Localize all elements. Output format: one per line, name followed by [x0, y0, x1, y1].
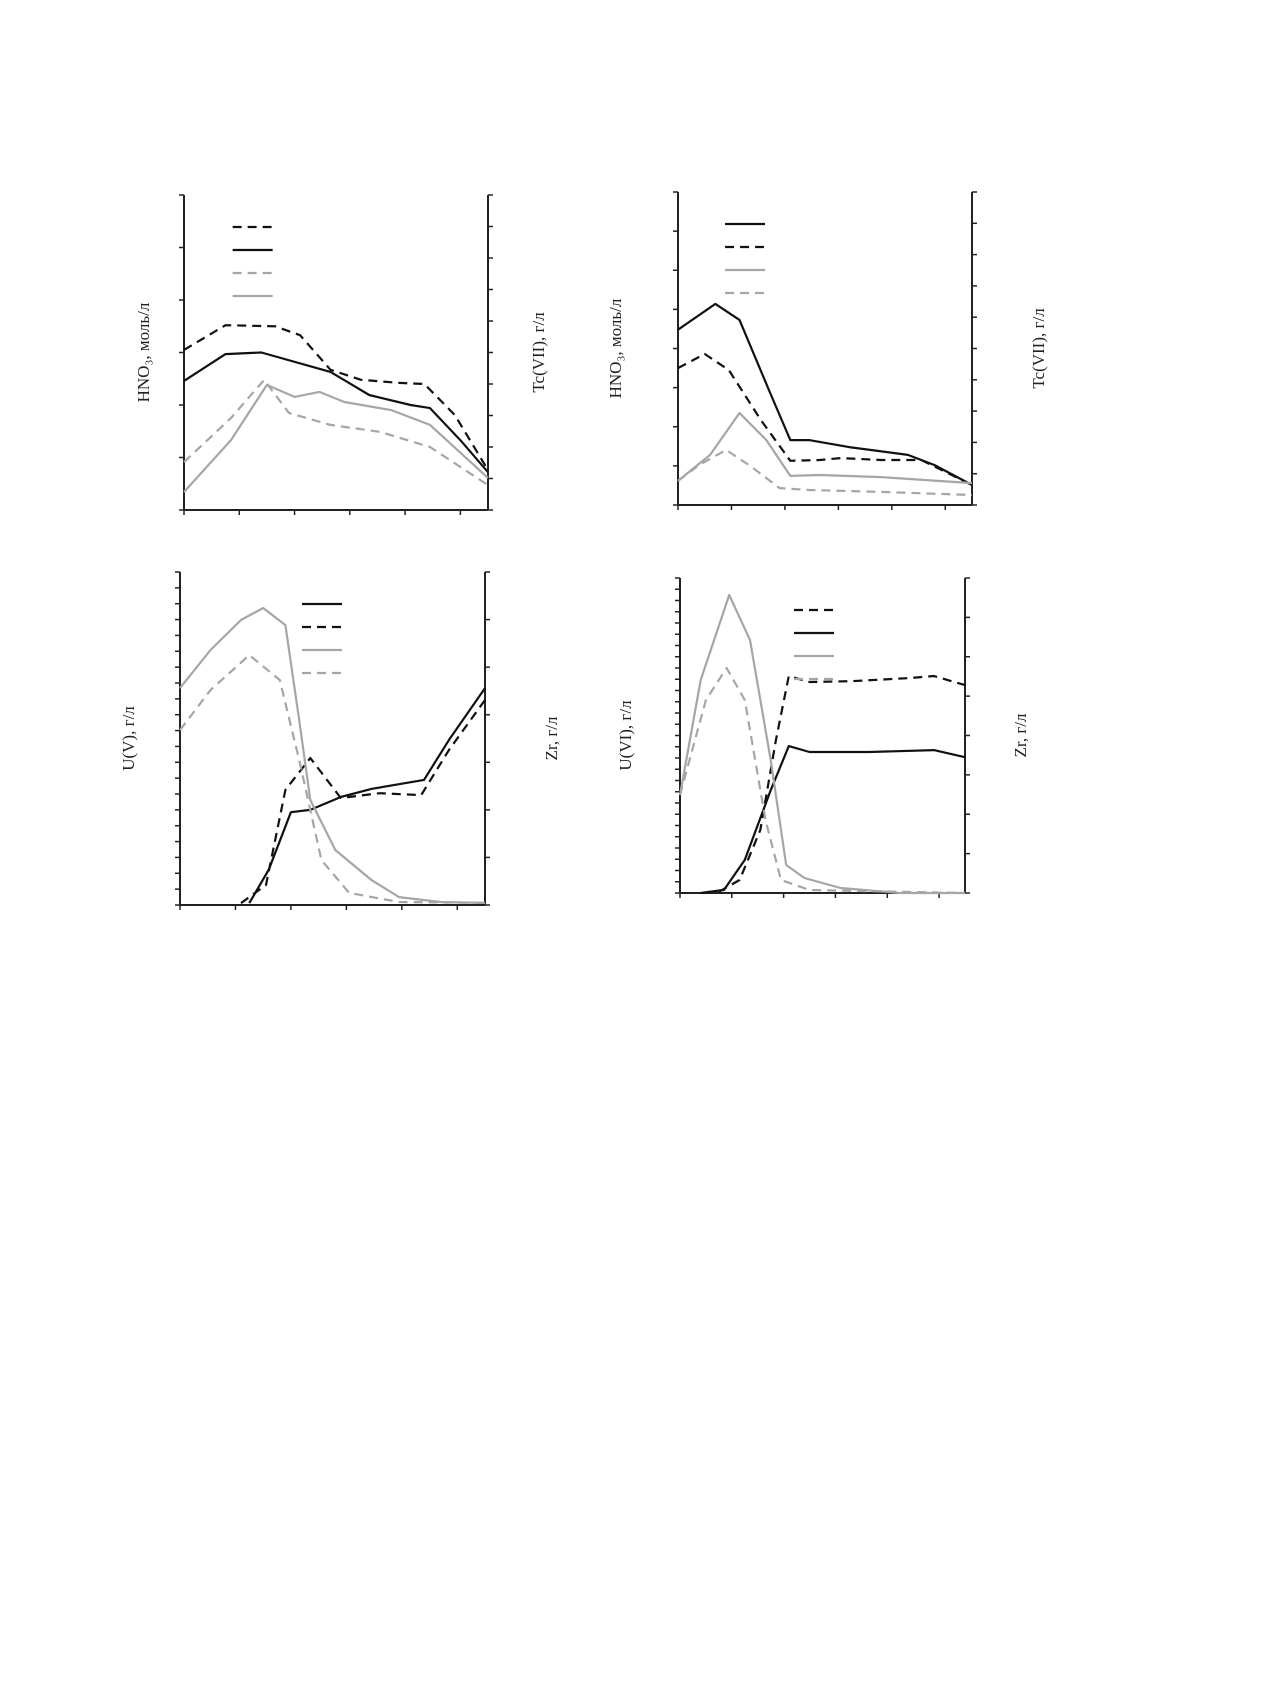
y2-axis-label: Tc(VII), г/л [529, 312, 548, 393]
series-line [700, 745, 966, 895]
chart: HNO₃, моль/л Tc(VII), г/л [606, 191, 1048, 510]
chart: U(VI), г/л Zr, г/л [616, 577, 1030, 898]
y-axis-label: HNO₃, моль/л [134, 302, 153, 402]
chart: U(V), г/л Zr, г/л [119, 571, 561, 910]
series-line [179, 654, 486, 904]
y-axis-label: U(V), г/л [119, 706, 138, 771]
series-line [678, 593, 965, 895]
series-line [678, 666, 966, 895]
series-line [183, 383, 489, 493]
chart: HNO₃, моль/л Tc(VII), г/л [134, 194, 548, 515]
series-line [677, 411, 973, 485]
series-line [183, 378, 489, 487]
series-line [240, 699, 486, 904]
series-line [179, 606, 486, 904]
y2-axis-label: Zr, г/л [1011, 713, 1030, 758]
series-line [677, 302, 973, 486]
series-line [248, 687, 486, 904]
series-line [183, 324, 489, 471]
y-axis-label: U(VI), г/л [616, 700, 635, 771]
y2-axis-label: Zr, г/л [542, 716, 561, 761]
series-line [183, 351, 489, 473]
series-line [718, 674, 966, 893]
y2-axis-label: Tc(VII), г/л [1029, 308, 1048, 389]
series-line [677, 352, 973, 486]
series-line [677, 448, 973, 497]
y-axis-label: HNO₃, моль/л [606, 298, 625, 398]
